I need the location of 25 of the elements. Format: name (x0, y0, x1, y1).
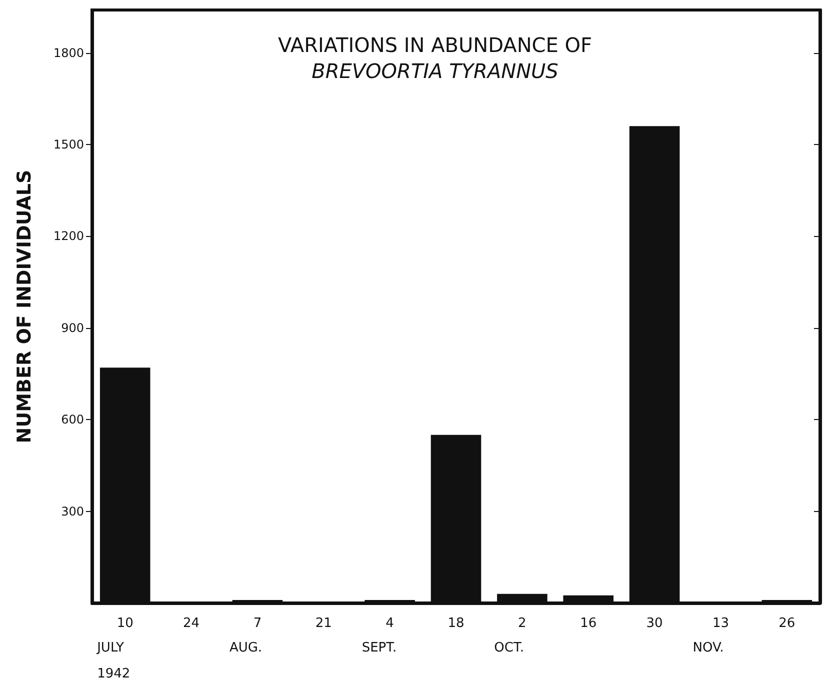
y-axis-title: NUMBER OF INDIVIDUALS (14, 170, 36, 444)
x-tick-label: 16 (580, 616, 597, 631)
x-tick-label: 30 (646, 616, 663, 631)
text: SEPT. (362, 640, 397, 656)
x-tick-label: 4 (386, 616, 394, 631)
text: VARIATIONS IN ABUNDANCE OF (278, 33, 592, 57)
text: OCT. (494, 640, 524, 656)
y-tick-label: 900 (61, 320, 84, 335)
x-tick-label: 26 (778, 616, 796, 631)
x-tick-label: 21 (315, 616, 332, 631)
y-tick-label: 300 (61, 504, 84, 518)
text: NOV. (692, 640, 724, 656)
x-tick-label: 7 (253, 616, 262, 631)
y-tick-label: 1500 (53, 137, 84, 152)
x-tick-label: 2 (518, 616, 526, 631)
x-tick-label: 10 (116, 616, 134, 631)
text: AUG. (229, 640, 262, 656)
x-tick-label: 18 (448, 616, 464, 631)
text: BREVOORTIA TYRANNUS (312, 59, 559, 83)
text: JULY 1942 (96, 640, 130, 682)
y-tick-label: 600 (61, 412, 84, 427)
x-tick-label: 24 (183, 616, 200, 631)
y-tick-label: 1800 (53, 46, 84, 60)
y-tick-label: 1200 (53, 229, 84, 244)
x-tick-label: 13 (712, 616, 729, 631)
